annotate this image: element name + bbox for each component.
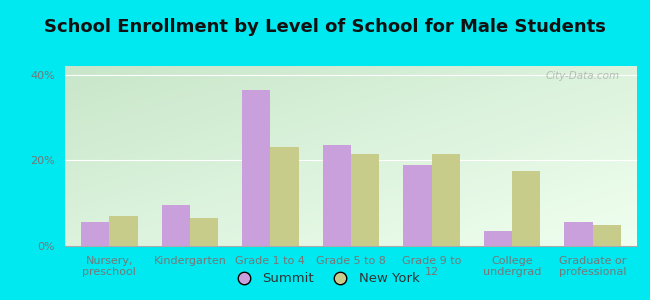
Bar xyxy=(351,154,379,246)
Bar xyxy=(270,147,298,246)
Bar xyxy=(162,205,190,246)
Bar xyxy=(404,165,432,246)
Bar xyxy=(432,154,460,246)
Text: City-Data.com: City-Data.com xyxy=(546,71,620,81)
Bar xyxy=(323,145,351,246)
Legend: Summit, New York: Summit, New York xyxy=(226,267,424,290)
Text: School Enrollment by Level of School for Male Students: School Enrollment by Level of School for… xyxy=(44,18,606,36)
Bar xyxy=(512,171,540,246)
Bar xyxy=(484,231,512,246)
Bar xyxy=(593,225,621,246)
Bar xyxy=(109,216,138,246)
Bar xyxy=(190,218,218,246)
Bar xyxy=(81,222,109,246)
Bar xyxy=(564,222,593,246)
Bar xyxy=(242,90,270,246)
